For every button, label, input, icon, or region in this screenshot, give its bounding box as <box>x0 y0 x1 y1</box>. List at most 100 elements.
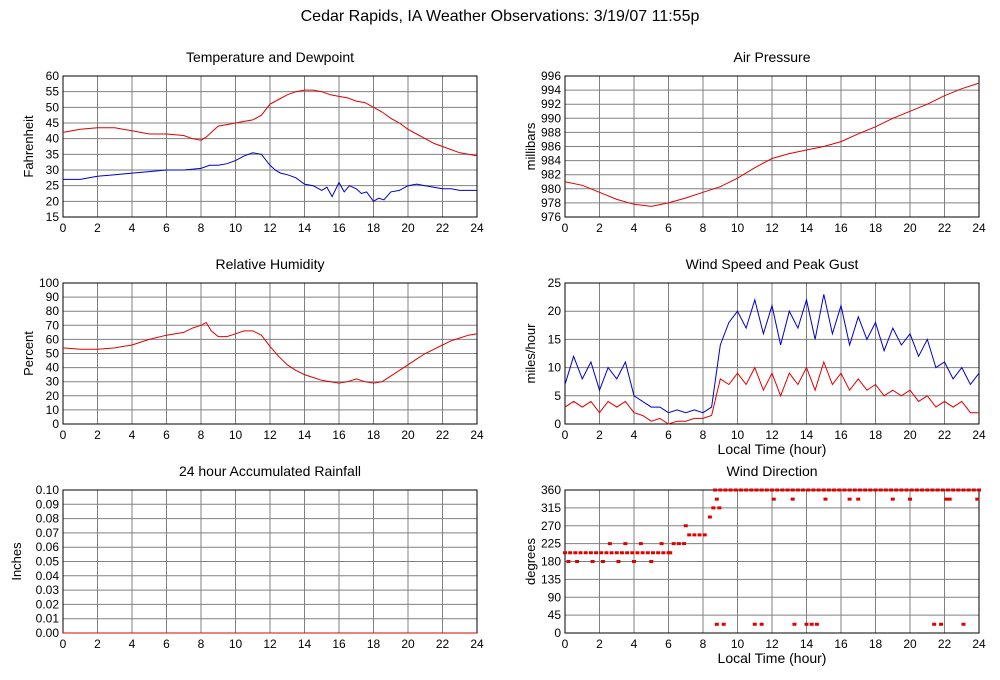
wind-direction-point <box>814 622 819 626</box>
x-tick-label: 2 <box>94 221 101 235</box>
y-tick-label: 0.02 <box>36 597 60 611</box>
y-tick-label: 360 <box>541 483 561 497</box>
wind-direction-point <box>857 488 862 492</box>
wind-direction-point <box>707 515 712 519</box>
y-tick-label: 0.05 <box>36 555 60 569</box>
x-tick-label: 4 <box>631 637 638 651</box>
wind-direction-point <box>878 488 883 492</box>
x-tick-label: 24 <box>470 428 484 442</box>
wind-direction-point <box>873 488 878 492</box>
wind-direction-point <box>977 488 981 492</box>
x-tick-label: 0 <box>562 637 569 651</box>
x-tick-label: 18 <box>869 637 883 651</box>
y-tick-label: 984 <box>541 154 561 168</box>
y-tick-label: 50 <box>46 100 60 114</box>
wind-direction-point <box>908 497 912 501</box>
y-axis-label: millibars <box>523 122 538 170</box>
x-tick-label: 6 <box>665 221 672 235</box>
series-line-0 <box>564 82 980 207</box>
wind-direction-point <box>759 488 764 492</box>
x-tick-label: 8 <box>700 637 707 651</box>
wind-direction-point <box>904 488 909 492</box>
x-tick-label: 14 <box>298 637 312 651</box>
wind-direction-point <box>566 560 571 563</box>
wind-direction-point <box>692 533 697 537</box>
y-tick-label: 50 <box>46 347 60 361</box>
x-tick-label: 10 <box>731 221 745 235</box>
wind-direction-point <box>640 551 645 555</box>
wind-direction-point <box>682 542 687 546</box>
x-tick-label: 20 <box>903 221 917 235</box>
wind-direction-point <box>575 560 580 563</box>
wind-direction-point <box>563 551 567 555</box>
wind-direction-point <box>966 488 971 492</box>
x-tick-label: 20 <box>401 637 415 651</box>
wind-direction-point <box>935 488 940 492</box>
x-tick-label: 12 <box>765 637 779 651</box>
x-tick-label: 12 <box>765 428 779 442</box>
x-tick-label: 18 <box>367 428 381 442</box>
x-tick-label: 22 <box>938 221 952 235</box>
y-tick-label: 315 <box>541 501 561 515</box>
y-tick-label: 0.01 <box>36 612 60 626</box>
chart-pressure: 0 2 4 6 8 10 12 14 16 18 20 22 249769789809829849869… <box>523 49 986 235</box>
y-tick-label: 90 <box>46 290 60 304</box>
wind-direction-point <box>847 497 852 501</box>
wind-direction-point <box>894 488 899 492</box>
wind-direction-point <box>645 551 650 555</box>
x-tick-label: 6 <box>163 637 170 651</box>
chart-title: Air Pressure <box>733 49 810 65</box>
wind-direction-point <box>578 551 583 555</box>
wind-direction-point <box>785 488 790 492</box>
wind-direction-point <box>944 497 949 501</box>
wind-direction-point <box>780 488 785 492</box>
y-tick-label: 994 <box>541 83 561 97</box>
x-tick-label: 10 <box>229 221 243 235</box>
x-tick-label: 20 <box>401 221 415 235</box>
plot-frame <box>62 75 478 218</box>
wind-direction-point <box>951 488 956 492</box>
wind-direction-point <box>668 551 673 555</box>
wind-direction-point <box>816 488 821 492</box>
wind-direction-point <box>930 488 935 492</box>
x-tick-label: 12 <box>765 221 779 235</box>
y-tick-label: 30 <box>46 375 60 389</box>
x-tick-label: 18 <box>367 637 381 651</box>
x-tick-label: 10 <box>229 428 243 442</box>
wind-direction-point <box>771 497 776 501</box>
y-tick-label: 60 <box>46 69 60 83</box>
wind-direction-point <box>661 551 666 555</box>
x-tick-label: 16 <box>332 637 346 651</box>
wind-direction-point <box>623 542 628 546</box>
y-tick-label: 35 <box>46 147 60 161</box>
y-axis-label: Fahrenheit <box>21 115 36 178</box>
y-tick-label: 45 <box>46 116 60 130</box>
x-tick-label: 14 <box>800 221 814 235</box>
wind-direction-point <box>583 551 588 555</box>
x-tick-label: 22 <box>436 428 450 442</box>
y-axis-label: miles/hour <box>523 323 538 384</box>
x-tick-label: 14 <box>298 221 312 235</box>
wind-direction-point <box>899 488 904 492</box>
y-tick-label: 70 <box>46 318 60 332</box>
y-tick-label: 0 <box>554 417 561 431</box>
x-tick-label: 4 <box>129 221 136 235</box>
y-tick-label: 986 <box>541 140 561 154</box>
page-title: Cedar Rapids, IA Weather Observations: 3… <box>300 8 700 25</box>
y-tick-label: 980 <box>541 182 561 196</box>
y-tick-label: 978 <box>541 196 561 210</box>
wind-direction-point <box>759 622 764 626</box>
wind-direction-point <box>754 488 759 492</box>
wind-direction-point <box>925 488 930 492</box>
wind-direction-point <box>588 551 593 555</box>
x-tick-label: 12 <box>263 221 277 235</box>
x-tick-label: 24 <box>972 428 986 442</box>
y-tick-label: 25 <box>548 276 562 290</box>
x-tick-label: 24 <box>972 221 986 235</box>
x-tick-label: 22 <box>436 637 450 651</box>
y-tick-label: 20 <box>46 389 60 403</box>
wind-direction-point <box>635 551 640 555</box>
y-tick-label: 270 <box>541 519 561 533</box>
wind-direction-point <box>806 488 811 492</box>
